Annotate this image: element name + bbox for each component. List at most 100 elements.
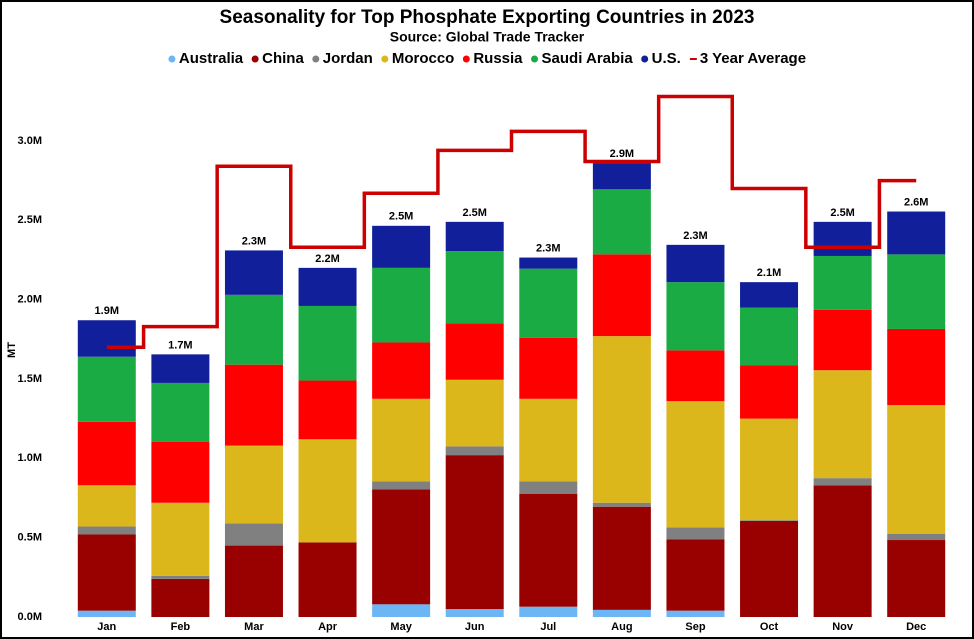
bar-segment [298,380,357,440]
bar-segment [666,610,725,617]
bar-segment [519,494,578,607]
bar-segment [151,382,210,442]
bar-segment [77,610,136,617]
bar-segment [519,257,578,269]
legend-label: Russia [473,50,523,67]
total-label: 2.5M [830,207,854,219]
x-tick-label: Apr [318,621,338,633]
bar-segment [224,250,283,295]
bar-segment [887,540,946,617]
legend-label: China [262,50,304,67]
bar-segment [77,485,136,527]
average-line [106,94,917,349]
bar-segment [372,489,431,605]
bar-segment [592,609,651,617]
legend-marker [168,55,176,63]
bar-segment [666,401,725,528]
bar-segment [151,575,210,579]
bar-segment [666,539,725,611]
bar-segment [592,502,651,507]
bar-segment [519,337,578,399]
bar-segment [445,221,504,252]
bar-segment [519,606,578,617]
bar-segment [224,545,283,617]
y-tick-label: 2.5M [18,214,42,226]
bar-segment [887,405,946,534]
bar-segment [887,328,946,406]
bar-segment [592,506,651,610]
x-tick-label: Jan [97,621,116,633]
legend-marker [531,55,539,63]
bar-segment [224,445,283,524]
y-axis-label: MT [6,342,18,358]
y-tick-label: 3.0M [18,135,42,147]
bar-segment [372,342,431,399]
bar-segment [151,441,210,503]
total-label: 2.5M [462,207,486,219]
bar-segment [740,520,799,521]
total-label: 2.2M [315,253,339,265]
bar-segment [519,268,578,338]
bar-segment [372,481,431,490]
y-tick-label: 0.5M [18,532,42,544]
total-label: 1.9M [95,305,119,317]
bar-segment [813,485,872,617]
bar-segment [740,418,799,521]
bar-segment [813,478,872,486]
bar-segment [813,309,872,371]
bar-segment [445,609,504,617]
legend-label: Jordan [323,50,373,67]
bar-segment [77,356,136,422]
bar-segment [445,251,504,324]
bar-segment [77,526,136,535]
bar-segment [77,320,136,357]
bar-segment [372,225,431,268]
bar-segment [666,244,725,283]
bar-segment [887,254,946,329]
y-tick-label: 1.0M [18,452,42,464]
bar-segment [740,520,799,617]
bar-segment [592,254,651,337]
x-tick-label: Aug [611,621,632,633]
bar-segment [445,323,504,380]
legend-label: Australia [179,50,244,67]
legend: Australia China Jordan Morocco Russia Saudi A… [168,50,806,67]
total-label: 1.7M [168,339,192,351]
bar-segment [298,439,357,543]
total-label: 2.1M [757,267,781,279]
y-tick-label: 0.0M [18,611,42,623]
x-tick-label: Jul [540,621,556,633]
x-tick-label: May [390,621,412,633]
legend-marker [641,55,649,63]
bar-segment [740,307,799,366]
bar-segment [77,421,136,486]
legend-marker [312,55,320,63]
x-tick-label: Dec [906,621,926,633]
bar-segment [592,163,651,190]
bar-segment [372,604,431,617]
legend-marker [381,55,389,63]
bar-segment [813,221,872,256]
legend-label: Morocco [392,50,455,67]
total-label: 2.3M [683,230,707,242]
chart-subtitle: Source: Global Trade Tracker [390,29,585,45]
bar-segment [592,336,651,503]
bar-segment [666,282,725,351]
x-tick-label: Jun [465,621,485,633]
x-tick-label: Mar [244,621,264,633]
bar-segment [666,527,725,540]
bar-segment [887,533,946,541]
bar-segment [666,350,725,402]
x-tick-label: Oct [760,621,779,633]
total-label: 2.6M [904,196,928,208]
bar-segment [519,481,578,495]
bar-segment [372,267,431,343]
legend-label: 3 Year Average [700,50,806,67]
legend-marker [251,55,259,63]
x-tick-label: Sep [685,621,705,633]
bar-segment [298,305,357,381]
bar-segment [445,379,504,447]
bar-segment [887,211,946,255]
bar-segment [740,282,799,308]
bar-segment [224,364,283,446]
